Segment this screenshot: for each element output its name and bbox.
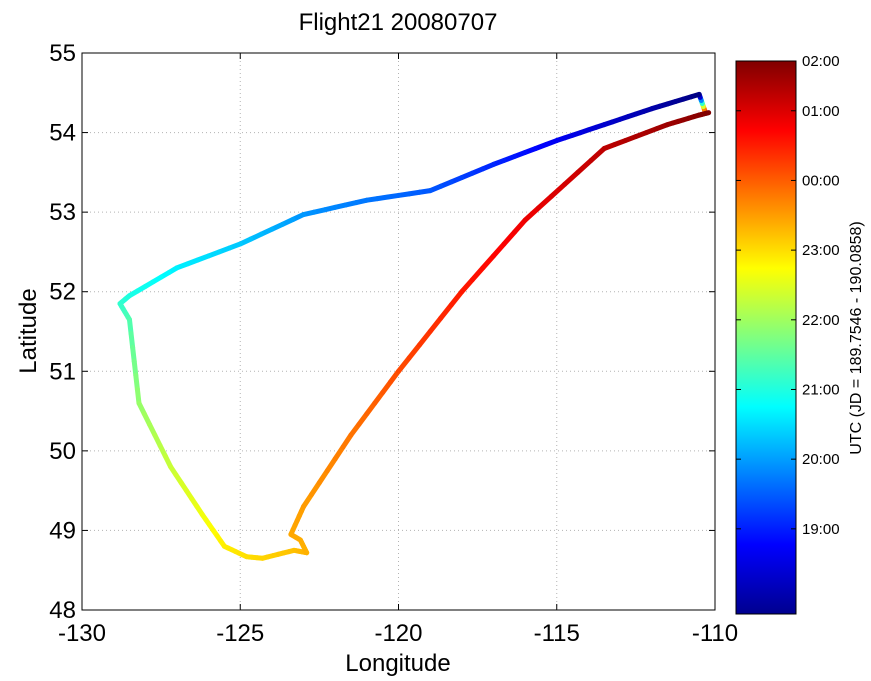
track-segment: [535, 193, 554, 211]
y-tick-label: 51: [49, 358, 76, 385]
y-tick-label: 52: [49, 279, 76, 306]
track-segment: [575, 157, 594, 175]
axis-ticks: -130 -125 -120 -115 -110 48 49 50 51 52 53 54 55: [49, 40, 738, 647]
x-tick-label: -120: [374, 620, 422, 647]
plot-area: [81, 52, 716, 611]
colorbar: [735, 60, 797, 615]
y-tick-label: 50: [49, 438, 76, 465]
chart-title: Flight21 20080707: [299, 9, 498, 36]
colorbar-tick-label: 02:00: [802, 53, 840, 70]
colorbar-tick-label: 23:00: [802, 242, 840, 259]
x-tick-label: -125: [216, 620, 264, 647]
x-tick-label: -110: [692, 620, 738, 647]
colorbar-tick-label: 19:00: [802, 521, 840, 538]
track-segment: [417, 329, 433, 348]
y-tick-label: 48: [49, 597, 76, 624]
track-segment: [469, 265, 486, 283]
track-segment: [448, 289, 465, 308]
y-axis-label: Latitude: [15, 288, 42, 373]
x-tick-label: -130: [58, 620, 106, 647]
colorbar-tick-label: 20:00: [802, 451, 840, 468]
colorbar-label: UTC (JD = 189.7546 - 190.0858): [848, 221, 865, 454]
track-segment: [512, 217, 528, 235]
track-segment: [406, 342, 423, 361]
track-segment: [522, 205, 541, 223]
grid-lines: [82, 53, 715, 610]
y-tick-label: 53: [49, 199, 76, 226]
colorbar-tick-label: 21:00: [802, 381, 840, 398]
colorbar-tick-label: 22:00: [802, 312, 840, 329]
track-segment: [548, 181, 568, 199]
track-segment: [501, 229, 518, 247]
track-segment: [562, 169, 581, 187]
colorbar-tick-label: 00:00: [802, 172, 840, 189]
track-segment: [490, 241, 507, 259]
flight-track: [117, 91, 712, 561]
x-axis-label: Longitude: [345, 650, 450, 677]
track-segment: [396, 355, 412, 374]
colorbar-tick-label: 01:00: [802, 103, 840, 120]
track-segment: [459, 277, 475, 295]
track-segment: [588, 145, 607, 163]
y-tick-label: 49: [49, 517, 76, 544]
x-tick-label: -115: [534, 620, 580, 647]
colorbar-ticks: 19:00 20:00 21:00 22:00 23:00 00:00 01:00 02:00: [736, 53, 840, 538]
y-tick-label: 55: [49, 40, 76, 67]
track-segment: [480, 253, 496, 271]
track-segment: [427, 315, 444, 334]
track-segment: [438, 302, 454, 321]
y-tick-label: 54: [49, 120, 76, 147]
